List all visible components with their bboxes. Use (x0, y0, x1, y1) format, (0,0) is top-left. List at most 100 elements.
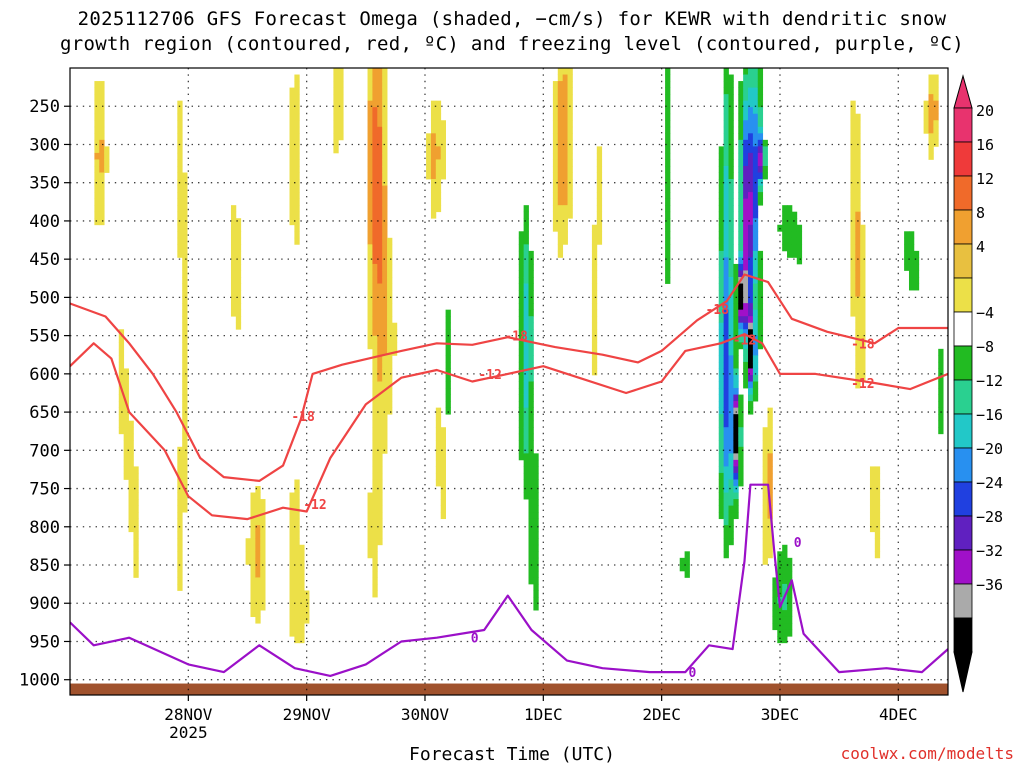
omega-cell (367, 525, 373, 533)
omega-cell (752, 388, 759, 395)
omega-cell (762, 453, 768, 461)
colorbar-swatch (953, 549, 973, 585)
omega-cell (528, 257, 534, 265)
omega-cell (723, 205, 729, 213)
omega-cell (728, 466, 734, 474)
omega-cell (743, 113, 749, 121)
omega-cell (289, 159, 295, 167)
omega-cell (723, 479, 729, 487)
omega-cell (299, 590, 305, 598)
omega-cell (748, 361, 754, 369)
omega-cell (665, 152, 671, 160)
omega-cell (757, 152, 764, 160)
omega-cell (377, 446, 383, 454)
omega-cell (377, 146, 383, 154)
omega-cell (294, 205, 300, 213)
omega-cell (762, 479, 768, 487)
omega-cell (787, 623, 793, 631)
omega-cell (367, 205, 373, 213)
omega-cell (372, 224, 378, 232)
omega-cell (518, 303, 525, 311)
omega-cell (260, 583, 266, 591)
omega-cell (382, 100, 388, 108)
omega-cell (377, 165, 383, 173)
omega-cell (777, 623, 783, 631)
omega-cell (562, 192, 568, 200)
omega-cell (743, 296, 749, 304)
omega-cell (767, 486, 773, 493)
omega-cell (567, 87, 573, 95)
omega-cell (757, 329, 764, 337)
omega-cell (733, 368, 739, 376)
omega-cell (440, 512, 446, 520)
omega-cell (728, 525, 734, 533)
omega-cell (133, 544, 139, 552)
omega-cell (99, 107, 105, 115)
omega-cell (748, 407, 754, 415)
omega-cell (738, 250, 744, 258)
omega-cell (177, 159, 183, 167)
omega-cell (177, 244, 183, 252)
colorbar-swatch (953, 447, 973, 483)
omega-cell (728, 133, 734, 141)
omega-cell (372, 479, 378, 487)
omega-cell (738, 152, 744, 160)
omega-cell (382, 244, 388, 252)
omega-cell (533, 583, 539, 591)
omega-cell (294, 107, 300, 115)
omega-cell (767, 414, 773, 422)
omega-cell (94, 205, 100, 213)
omega-cell (665, 159, 671, 167)
omega-cell (377, 120, 383, 128)
omega-cell (557, 113, 564, 121)
omega-cell (552, 172, 559, 180)
omega-cell (177, 113, 183, 121)
omega-cell (528, 394, 534, 402)
omega-cell (94, 120, 100, 128)
omega-cell (528, 570, 534, 578)
omega-cell (294, 499, 300, 506)
omega-cell (723, 139, 729, 147)
omega-cell (718, 401, 725, 409)
omega-cell (377, 401, 383, 409)
omega-cell (855, 303, 861, 311)
omega-cell (850, 198, 856, 206)
omega-cell (738, 94, 744, 102)
omega-cell (445, 368, 451, 376)
omega-cell (445, 335, 451, 343)
omega-cell (723, 420, 729, 428)
omega-cell (367, 224, 373, 232)
omega-cell (367, 120, 373, 128)
omega-cell (787, 557, 793, 565)
omega-cell (377, 237, 383, 245)
omega-cell (728, 224, 734, 232)
omega-cell (752, 68, 759, 75)
omega-cell (230, 231, 237, 239)
omega-cell (528, 263, 534, 271)
omega-cell (718, 179, 725, 186)
omega-cell (440, 139, 446, 147)
omega-cell (182, 185, 188, 193)
omega-cell (738, 198, 744, 206)
omega-cell (133, 479, 139, 487)
omega-cell (723, 544, 729, 552)
omega-cell (855, 126, 861, 134)
omega-cell (738, 453, 744, 461)
omega-cell (382, 81, 388, 88)
omega-cell (757, 107, 764, 115)
omega-cell (738, 407, 744, 415)
omega-cell (728, 296, 734, 304)
omega-cell (738, 263, 744, 271)
omega-cell (523, 374, 529, 382)
omega-cell (665, 179, 671, 186)
omega-cell (855, 133, 861, 141)
omega-cell (748, 368, 754, 376)
omega-cell (367, 152, 373, 160)
omega-cell (860, 303, 866, 311)
omega-cell (367, 146, 373, 154)
omega-cell (367, 244, 373, 252)
omega-cell (367, 335, 373, 343)
omega-cell (596, 224, 603, 232)
omega-cell (523, 263, 529, 271)
omega-cell (289, 570, 295, 578)
